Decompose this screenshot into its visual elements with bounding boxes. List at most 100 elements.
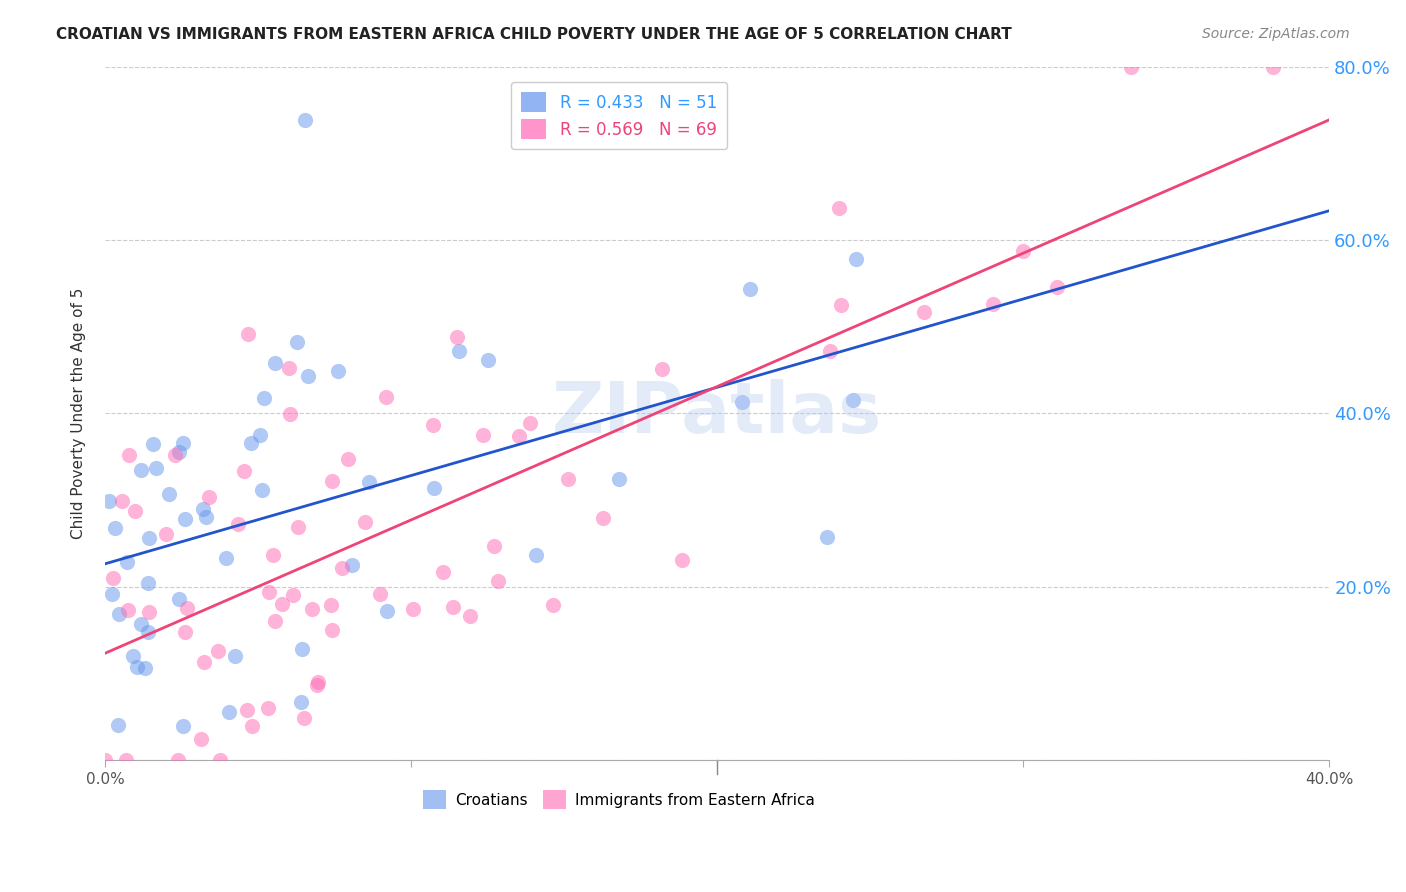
Text: Source: ZipAtlas.com: Source: ZipAtlas.com [1202,27,1350,41]
Point [104,521,127,535]
Point [142,436,165,450]
Point [290,695,312,709]
Point [190,731,212,746]
Point [291,641,314,656]
Point [357,475,380,489]
Point [249,427,271,442]
Point [118,448,141,462]
Point [541,599,564,613]
Point [472,428,495,442]
Point [157,487,180,501]
Point [294,112,316,127]
Point [830,298,852,312]
Point [165,448,187,462]
Point [301,601,323,615]
Point [136,576,159,591]
Point [671,552,693,566]
Point [374,390,396,404]
Point [292,710,315,724]
Point [257,701,280,715]
Point [252,483,274,498]
Point [458,609,481,624]
Point [107,718,129,732]
Point [731,394,754,409]
Point [486,574,509,588]
Point [1011,244,1033,258]
Point [307,678,329,692]
Point [1046,279,1069,293]
Point [134,660,156,674]
Point [818,344,841,359]
Point [127,660,149,674]
Text: CROATIAN VS IMMIGRANTS FROM EASTERN AFRICA CHILD POVERTY UNDER THE AGE OF 5 CORR: CROATIAN VS IMMIGRANTS FROM EASTERN AFRI… [56,27,1012,42]
Point [138,605,160,619]
Point [226,516,249,531]
Point [815,530,838,544]
Point [174,511,197,525]
Point [422,417,444,432]
Point [111,494,134,508]
Point [233,464,256,478]
Point [326,363,349,377]
Point [287,519,309,533]
Point [262,548,284,562]
Point [912,305,935,319]
Point [167,591,190,606]
Point [176,600,198,615]
Point [441,599,464,614]
Point [122,648,145,663]
Point [94,753,117,767]
Point [738,282,761,296]
Point [115,753,138,767]
Y-axis label: Child Poverty Under the Age of 5: Child Poverty Under the Age of 5 [72,288,86,539]
Point [842,392,865,407]
Point [321,598,343,612]
Point [508,429,530,443]
Text: ZIPatlas: ZIPatlas [553,379,882,448]
Point [191,502,214,516]
Point [263,356,285,370]
Point [101,586,124,600]
Point [209,753,232,767]
Point [174,624,197,639]
Point [321,623,343,637]
Point [321,474,343,488]
Point [402,602,425,616]
Point [145,461,167,475]
Point [167,445,190,459]
Point [155,527,177,541]
Point [557,471,579,485]
Point [446,330,468,344]
Point [281,588,304,602]
Point [524,548,547,562]
Point [285,335,308,350]
Point [138,624,160,639]
Point [193,655,215,669]
Point [138,531,160,545]
Point [981,297,1004,311]
Point [477,353,499,368]
Point [337,451,360,466]
Point [253,391,276,405]
Point [218,705,240,719]
Point [131,616,153,631]
Point [172,436,194,450]
Point [845,252,868,266]
Point [278,361,301,376]
Point [651,361,673,376]
Point [828,201,851,215]
Point [236,327,259,342]
Point [432,565,454,579]
Point [117,603,139,617]
Point [264,614,287,628]
Point [368,587,391,601]
Point [519,417,541,431]
Legend: Croatians, Immigrants from Eastern Africa: Croatians, Immigrants from Eastern Afric… [418,784,821,815]
Point [101,571,124,585]
Point [270,597,292,611]
Point [194,510,217,524]
Point [354,516,377,530]
Point [207,643,229,657]
Point [240,436,263,450]
Point [592,510,614,524]
